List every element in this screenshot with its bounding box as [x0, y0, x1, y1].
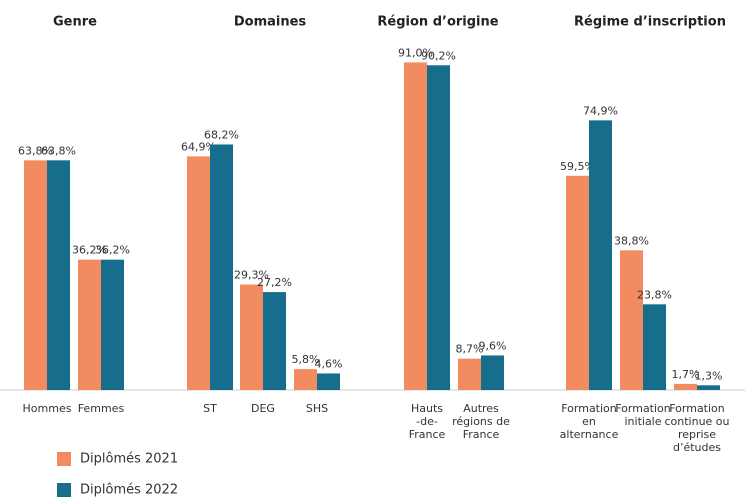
panel-title: Région d’origine: [377, 15, 498, 30]
panel-title: Régime d’inscription: [574, 15, 726, 30]
bar: [240, 284, 263, 390]
value-label: 1,7%: [672, 368, 700, 381]
x-tick-label: France: [463, 428, 500, 441]
bar: [481, 355, 504, 390]
legend-label: Diplômés 2021: [80, 452, 178, 467]
bar: [643, 304, 666, 390]
value-label: 5,8%: [292, 353, 320, 366]
legend-swatch: [57, 452, 71, 466]
bar: [674, 383, 697, 390]
x-tick-label: continue ou: [664, 415, 729, 428]
value-label: 91,0%: [398, 46, 433, 59]
bar: [78, 259, 101, 390]
bar: [187, 156, 210, 390]
legend-label: Diplômés 2022: [80, 483, 178, 497]
x-tick-label: initiale: [624, 415, 661, 428]
value-label: 64,9%: [181, 140, 216, 153]
x-tick-label: reprise: [678, 428, 716, 441]
value-label: 63,8%: [18, 144, 53, 157]
bar: [589, 120, 612, 391]
value-label: 90,2%: [421, 49, 456, 62]
x-tick-label: Formation: [669, 402, 725, 415]
value-label: 74,9%: [583, 104, 618, 117]
value-label: 68,2%: [204, 128, 239, 141]
value-label: 23,8%: [637, 288, 672, 301]
bar: [24, 160, 47, 390]
value-label: 1,3%: [695, 369, 723, 382]
x-tick-label: SHS: [306, 402, 328, 415]
panel-title: Genre: [53, 15, 97, 30]
bar: [458, 358, 481, 390]
x-tick-label: régions de: [452, 415, 510, 428]
bar: [697, 385, 720, 390]
bar: [47, 160, 70, 390]
bar: [210, 144, 233, 390]
bar: [263, 292, 286, 390]
x-tick-label: alternance: [560, 428, 619, 441]
bar: [427, 65, 450, 390]
value-label: 4,6%: [315, 357, 343, 370]
value-label: 36,2%: [95, 244, 130, 257]
bar: [294, 369, 317, 390]
bar: [566, 175, 589, 390]
bar: [404, 62, 427, 391]
value-label: 8,7%: [456, 343, 484, 356]
value-label: 63,8%: [41, 144, 76, 157]
x-tick-label: Femmes: [78, 402, 125, 415]
bar: [101, 259, 124, 390]
bar: [317, 373, 340, 390]
value-label: 36,2%: [72, 244, 107, 257]
x-tick-label: d’études: [673, 441, 721, 454]
x-tick-label: ST: [203, 402, 217, 415]
value-label: 29,3%: [234, 269, 269, 282]
x-tick-label: Formation: [615, 402, 671, 415]
value-label: 9,6%: [479, 339, 507, 352]
x-tick-label: Hommes: [23, 402, 72, 415]
bar: [620, 250, 643, 390]
legend-swatch: [57, 483, 71, 497]
value-label: 59,5%: [560, 160, 595, 173]
x-tick-label: Autres: [463, 402, 499, 415]
x-tick-label: -de-: [416, 415, 438, 428]
x-tick-label: Hauts: [411, 402, 443, 415]
panel-title: Domaines: [234, 15, 307, 30]
x-tick-label: Formation: [561, 402, 617, 415]
value-label: 27,2%: [257, 276, 292, 289]
value-label: 38,8%: [614, 234, 649, 247]
x-tick-label: en: [582, 415, 596, 428]
x-tick-label: France: [409, 428, 446, 441]
x-tick-label: DEG: [251, 402, 275, 415]
